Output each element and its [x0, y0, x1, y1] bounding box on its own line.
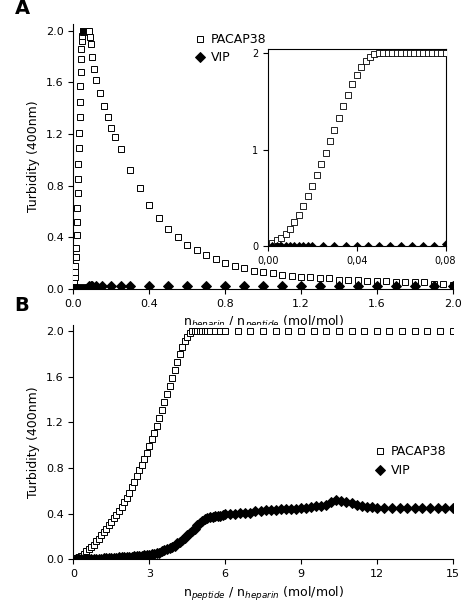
Text: A: A — [15, 0, 30, 18]
Y-axis label: Turbidity (400nm): Turbidity (400nm) — [27, 387, 40, 498]
X-axis label: n$_{heparin}$ / n$_{peptide}$ (mol/mol): n$_{heparin}$ / n$_{peptide}$ (mol/mol) — [182, 314, 344, 332]
Y-axis label: Turbidity (400nm): Turbidity (400nm) — [27, 101, 40, 212]
X-axis label: n$_{peptide}$ / n$_{heparin}$ (mol/mol): n$_{peptide}$ / n$_{heparin}$ (mol/mol) — [182, 585, 344, 603]
Text: B: B — [15, 296, 29, 315]
Legend: PACAP38, VIP: PACAP38, VIP — [374, 445, 447, 477]
Legend: PACAP38, VIP: PACAP38, VIP — [193, 33, 266, 64]
